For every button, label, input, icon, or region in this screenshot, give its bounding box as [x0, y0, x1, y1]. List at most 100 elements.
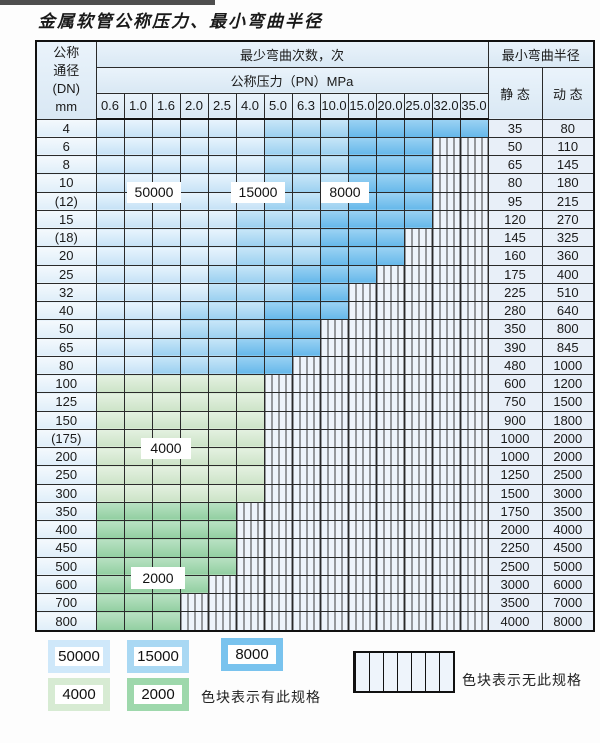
static-radius-cell: 1750 — [487, 501, 543, 522]
spec-cell-z50000 — [207, 136, 237, 157]
dynamic-radius-cell: 7000 — [541, 592, 595, 613]
spec-cell-z15000 — [291, 209, 321, 230]
spec-cell-z50000 — [123, 319, 153, 339]
table-row-dn-300: 300 1500 3000 — [35, 483, 595, 503]
spec-cell-z50000 — [235, 118, 265, 138]
no-spec-cell — [319, 446, 349, 467]
no-spec-cell — [459, 465, 489, 485]
no-spec-cell — [459, 446, 489, 467]
no-spec-cell — [459, 519, 489, 540]
no-spec-cell — [375, 264, 405, 284]
no-spec-cell — [403, 264, 433, 284]
spec-table: 公称 通径 (DN) mm 最少弯曲次数，次 最小弯曲半径 公称压力（PN）MP… — [35, 40, 596, 632]
no-spec-cell — [403, 300, 433, 321]
dn-cell: 500 — [35, 556, 97, 576]
static-radius-cell: 600 — [487, 373, 543, 394]
cycle-label-15000: 15000 — [231, 182, 285, 203]
table-row-dn-500: 500 2500 5000 — [35, 556, 595, 576]
static-radius-cell: 3000 — [487, 574, 543, 595]
static-radius-cell: 350 — [487, 319, 543, 339]
spec-cell-z50000 — [95, 300, 125, 321]
spec-cell-z2000 — [95, 556, 125, 576]
static-radius-cell: 35 — [487, 118, 543, 138]
spec-cell-z50000 — [123, 355, 153, 376]
no-spec-cell — [459, 246, 489, 266]
spec-cell-z8000 — [263, 319, 293, 339]
no-spec-cell — [291, 373, 321, 394]
spec-cell-z15000 — [207, 319, 237, 339]
spec-cell-z50000 — [123, 246, 153, 266]
no-spec-cell — [431, 319, 461, 339]
spec-cell-z4000 — [151, 373, 181, 394]
no-spec-cell — [263, 592, 293, 613]
no-spec-cell — [459, 154, 489, 175]
no-spec-cell — [431, 209, 461, 230]
table-row-dn-8: 8 65 145 — [35, 154, 595, 175]
spec-cell-z8000 — [403, 173, 433, 193]
pressure-value-header: 1.0 — [123, 92, 153, 120]
no-spec-cell — [347, 574, 377, 595]
spec-cell-z15000 — [235, 209, 265, 230]
spec-cell-z15000 — [235, 264, 265, 284]
pressure-value-header: 32.0 — [431, 92, 461, 120]
spec-cell-z15000 — [235, 227, 265, 248]
spec-cell-z50000 — [123, 227, 153, 248]
spec-cell-z8000 — [347, 209, 377, 230]
no-spec-cell — [403, 483, 433, 503]
no-spec-cell — [375, 410, 405, 430]
dn-cell: 400 — [35, 519, 97, 540]
dn-cell: 40 — [35, 300, 97, 321]
static-radius-cell: 145 — [487, 227, 543, 248]
spec-cell-z8000 — [403, 191, 433, 211]
no-spec-cell — [375, 592, 405, 613]
table-row-dn-20: 20 160 360 — [35, 246, 595, 266]
pressure-value-header: 10.0 — [319, 92, 349, 120]
spec-cell-z15000 — [207, 337, 237, 357]
spec-cell-z15000 — [291, 191, 321, 211]
no-spec-cell — [347, 428, 377, 449]
legend-swatch-50000: 50000 — [48, 640, 110, 673]
no-spec-cell — [431, 300, 461, 321]
spec-cell-z50000 — [207, 246, 237, 266]
static-radius-cell: 1250 — [487, 465, 543, 485]
spec-cell-z50000 — [151, 209, 181, 230]
static-radius-cell: 3500 — [487, 592, 543, 613]
spec-cell-z8000 — [375, 154, 405, 175]
table-row-dn-100: 100 600 1200 — [35, 373, 595, 394]
no-spec-cell — [375, 373, 405, 394]
pressure-value-header: 6.3 — [291, 92, 321, 120]
static-radius-cell: 95 — [487, 191, 543, 211]
spec-cell-z50000 — [95, 337, 125, 357]
pressure-value-header: 20.0 — [375, 92, 405, 120]
no-spec-cell — [431, 592, 461, 613]
dn-cell: 50 — [35, 319, 97, 339]
table-row-dn-15: 15 120 270 — [35, 209, 595, 230]
page-title: 金属软管公称压力、最小弯曲半径 — [38, 12, 323, 32]
no-spec-cell — [403, 410, 433, 430]
spec-cell-z8000 — [375, 209, 405, 230]
dynamic-radius-cell: 5000 — [541, 556, 595, 576]
spec-cell-z15000 — [263, 282, 293, 303]
spec-cell-z2000 — [151, 538, 181, 558]
spec-cell-z50000 — [207, 227, 237, 248]
spec-table-wrapper: 公称 通径 (DN) mm 最少弯曲次数，次 最小弯曲半径 公称压力（PN）MP… — [35, 40, 596, 632]
spec-cell-z4000 — [123, 410, 153, 430]
spec-cell-z50000 — [95, 191, 125, 211]
table-row-dn-150: 150 900 1800 — [35, 410, 595, 430]
spec-cell-z8000 — [403, 118, 433, 138]
spec-cell-z8000 — [347, 154, 377, 175]
dn-cell: 300 — [35, 483, 97, 503]
spec-cell-z2000 — [179, 501, 209, 522]
spec-cell-z4000 — [207, 428, 237, 449]
no-spec-cell — [459, 556, 489, 576]
spec-cell-z2000 — [179, 556, 209, 576]
no-spec-cell — [431, 264, 461, 284]
no-spec-cell — [459, 191, 489, 211]
table-row-dn-600: 600 3000 6000 — [35, 574, 595, 595]
spec-cell-z50000 — [95, 282, 125, 303]
no-spec-cell — [459, 173, 489, 193]
spec-cell-z2000 — [151, 519, 181, 540]
static-column-header: 静 态 — [487, 66, 543, 120]
dn-cell: 350 — [35, 501, 97, 522]
dn-cell: 800 — [35, 611, 97, 632]
